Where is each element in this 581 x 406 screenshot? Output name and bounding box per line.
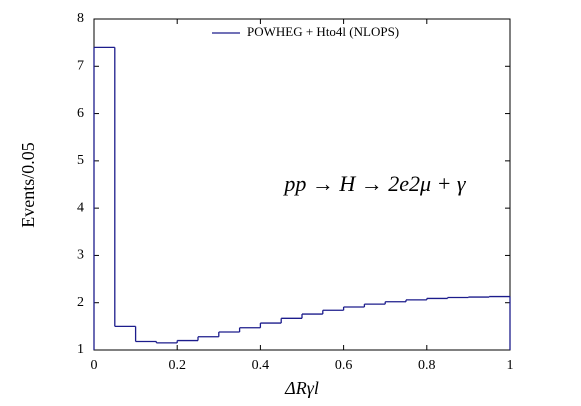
y-tick-label: 1 [77, 342, 84, 357]
y-axis-label: Events/0.05 [18, 142, 38, 228]
x-axis-label: ΔRγl [284, 378, 319, 398]
x-tick-label: 0 [91, 358, 98, 373]
x-tick-label: 0.8 [418, 358, 436, 373]
y-tick-label: 6 [77, 106, 84, 121]
y-tick-label: 3 [77, 248, 84, 263]
y-tick-label: 4 [77, 200, 84, 215]
x-tick-label: 0.2 [168, 358, 186, 373]
x-tick-label: 1 [507, 358, 514, 373]
x-tick-label: 0.4 [252, 358, 270, 373]
y-tick-label: 5 [77, 153, 84, 168]
y-tick-label: 8 [77, 11, 84, 26]
legend-label: POWHEG + Hto4l (NLOPS) [247, 24, 399, 39]
annotation: pp → H → 2e2μ + γ [282, 171, 467, 196]
x-tick-label: 0.6 [335, 358, 353, 373]
y-tick-label: 7 [77, 59, 84, 74]
y-tick-label: 2 [77, 295, 84, 310]
